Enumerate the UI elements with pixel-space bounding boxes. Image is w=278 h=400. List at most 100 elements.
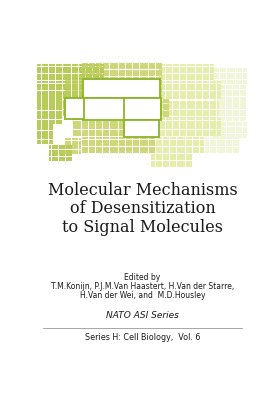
Point [197,74,201,80]
Point [199,121,203,127]
Point [92,121,96,127]
Point [118,132,122,138]
Point [92,149,96,156]
Point [99,149,103,156]
Point [185,91,190,97]
Point [64,71,68,78]
Point [108,121,113,127]
Point [89,69,93,76]
Point [85,111,90,117]
Point [52,62,56,68]
Point [148,63,152,69]
Point [85,70,90,76]
Point [88,149,92,156]
Point [61,81,66,88]
Point [202,125,206,132]
Point [218,81,222,88]
Point [91,69,96,76]
Point [73,106,77,112]
Point [108,135,113,142]
Point [36,140,40,146]
Point [183,116,187,122]
Point [80,91,84,98]
Point [73,95,77,102]
Point [169,118,173,125]
Point [57,120,61,126]
Point [136,149,140,156]
Point [111,149,115,156]
Point [41,104,45,111]
Point [69,152,73,159]
Point [101,144,106,151]
Point [206,67,210,73]
Point [88,138,92,144]
Point [92,63,96,69]
Point [152,80,156,86]
Point [133,82,137,88]
Point [165,95,169,102]
Point [80,98,84,105]
Point [71,91,75,97]
Point [155,113,159,119]
Point [113,135,117,142]
Point [99,135,103,142]
Point [111,108,115,115]
Point [229,142,234,149]
Point [239,92,243,98]
Point [138,91,142,98]
Point [71,143,75,149]
Point [71,136,75,142]
Point [208,86,213,92]
Point [88,113,92,119]
Point [241,117,245,123]
Point [145,65,150,72]
Point [165,62,169,68]
Point [38,101,43,108]
Point [197,112,201,118]
Point [66,82,70,88]
Point [71,138,75,145]
Point [149,80,153,86]
Point [64,89,68,96]
Point [168,147,173,153]
Point [230,129,234,136]
Point [211,128,215,134]
Point [158,71,162,78]
Point [54,106,59,112]
Point [92,101,96,108]
Point [141,68,145,74]
Point [158,89,163,96]
Point [235,124,239,131]
Point [131,72,136,78]
Point [171,147,175,153]
Point [57,99,61,106]
Point [171,152,175,158]
Point [122,123,126,129]
Point [118,144,122,151]
Point [185,140,189,146]
Point [159,97,163,103]
Point [104,113,108,119]
Point [81,72,85,78]
Point [71,76,75,82]
Point [154,80,158,86]
Point [99,108,103,115]
Point [43,118,47,124]
Point [41,97,45,103]
Point [98,69,103,76]
Point [162,138,166,144]
Point [138,116,143,122]
Point [85,64,89,71]
Point [55,157,59,163]
Point [78,115,82,122]
Point [142,82,147,88]
Point [169,71,173,78]
Point [121,87,126,93]
Point [118,106,122,112]
Point [71,84,75,91]
Point [61,98,66,105]
Point [126,80,130,86]
Point [75,87,80,93]
Point [152,135,157,142]
Point [117,89,121,96]
